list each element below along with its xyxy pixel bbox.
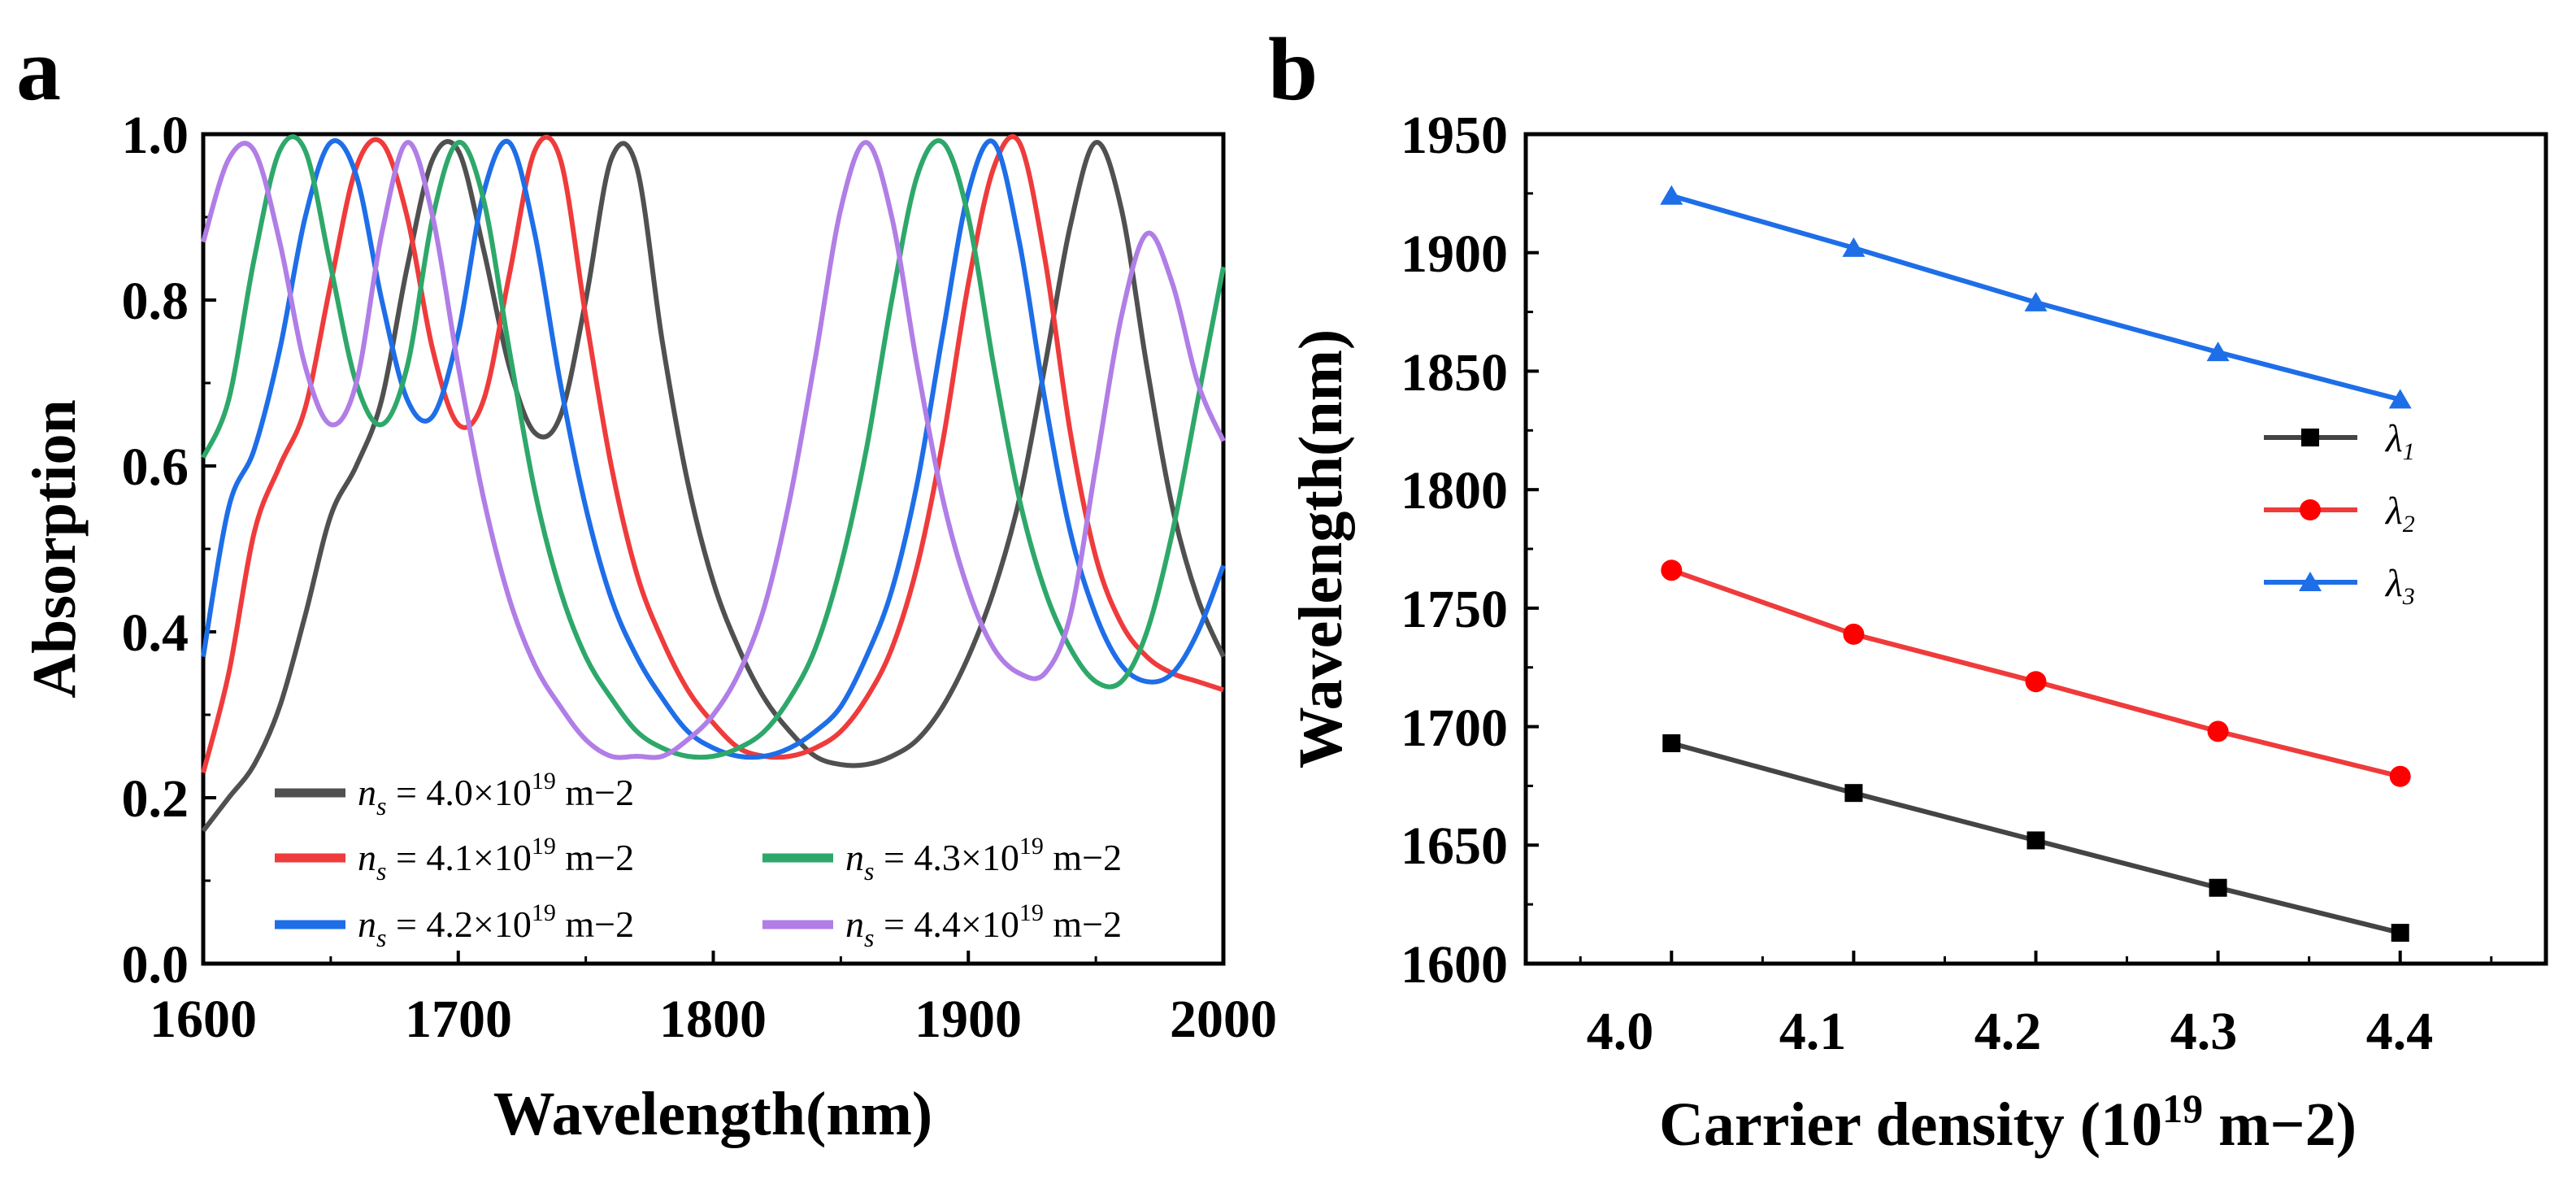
legend-label: λ3 bbox=[2384, 562, 2415, 610]
legend-label: λ2 bbox=[2384, 490, 2415, 538]
legend-label: λ1 bbox=[2384, 417, 2415, 465]
panel-b-xtick-label: 4.3 bbox=[2170, 1002, 2238, 1061]
panel-b-point-lambda2 bbox=[2025, 671, 2047, 693]
panel-b-point-lambda3 bbox=[2388, 389, 2412, 409]
panel-a-y-axis-title: Absorption bbox=[20, 399, 89, 698]
legend-label: ns = 4.2×1019 m−2 bbox=[358, 899, 634, 952]
panel-b-xtick-label: 4.2 bbox=[1974, 1002, 2042, 1061]
legend-label: ns = 4.0×1019 m−2 bbox=[358, 768, 634, 821]
legend-label: ns = 4.3×1019 m−2 bbox=[845, 833, 1122, 886]
panel-b-point-lambda3 bbox=[1842, 237, 1866, 257]
panel-b-xtick-label: 4.0 bbox=[1587, 1002, 1654, 1061]
panel-b-point-lambda2 bbox=[2389, 765, 2411, 787]
panel-a-legend: ns = 4.0×1019 m−2 ns = 4.1×1019 m−2 ns =… bbox=[275, 768, 1122, 952]
legend-entry-lambda3: λ3 bbox=[2264, 562, 2415, 610]
panel-b-ytick-label: 1750 bbox=[1401, 580, 1508, 639]
panel-b-point-lambda3 bbox=[1660, 185, 1683, 205]
panel-b-label: b bbox=[1268, 20, 1318, 119]
panel-a-x-axis-title: Wavelength(nm) bbox=[493, 1080, 932, 1148]
legend-entry-ns-4.3: ns = 4.3×1019 m−2 bbox=[762, 833, 1122, 886]
panel-a-label: a bbox=[16, 20, 61, 119]
panel-b-point-lambda2 bbox=[1661, 559, 1683, 581]
panel-b-ticks bbox=[1526, 133, 2493, 965]
panel-a: a 1600 1700 1800 1900 2000 0.0 0.2 0.4 0… bbox=[16, 20, 1277, 1148]
panel-b-ytick-label: 1650 bbox=[1401, 816, 1508, 876]
panel-b-ytick-label: 1850 bbox=[1401, 343, 1508, 403]
legend-marker-circle bbox=[2300, 499, 2321, 520]
legend-entry-ns-4.0: ns = 4.0×1019 m−2 bbox=[275, 768, 634, 821]
panel-b: b 4.0 4.1 4.2 4.3 4.4 1600 1650 1700 175… bbox=[1268, 20, 2548, 1159]
legend-label: ns = 4.1×1019 m−2 bbox=[358, 833, 634, 886]
legend-entry-ns-4.1: ns = 4.1×1019 m−2 bbox=[275, 833, 634, 886]
legend-entry-lambda2: λ2 bbox=[2264, 490, 2415, 538]
panel-b-point-lambda3 bbox=[2024, 291, 2048, 311]
panel-b-legend: λ1 λ2 λ3 bbox=[2264, 417, 2415, 610]
panel-b-point-lambda1 bbox=[2391, 924, 2409, 942]
panel-b-point-lambda1 bbox=[2026, 831, 2045, 850]
panel-b-ytick-label: 1600 bbox=[1401, 935, 1508, 995]
panel-b-xtick-label: 4.1 bbox=[1779, 1002, 1847, 1061]
panel-a-ytick-label: 0.6 bbox=[122, 437, 189, 497]
panel-a-series-line-1 bbox=[201, 134, 1224, 774]
panel-a-xtick-label: 1900 bbox=[914, 990, 1022, 1049]
panel-b-ytick-label: 1900 bbox=[1401, 224, 1508, 284]
panel-b-point-lambda1 bbox=[1662, 733, 1681, 752]
panel-a-xtick-label: 1600 bbox=[150, 990, 257, 1049]
panel-a-ytick-label: 0.2 bbox=[122, 769, 189, 829]
panel-b-point-lambda3 bbox=[2206, 342, 2230, 362]
panel-a-ytick-label: 0.0 bbox=[122, 935, 189, 995]
panel-a-ytick-label: 0.4 bbox=[122, 603, 189, 663]
panel-b-y-axis-title: Wavelength(nm) bbox=[1287, 329, 1355, 768]
panel-a-series-line-3 bbox=[201, 134, 1226, 760]
panel-b-ytick-label: 1950 bbox=[1401, 106, 1508, 165]
legend-entry-ns-4.2: ns = 4.2×1019 m−2 bbox=[275, 899, 634, 952]
panel-b-xtick-label: 4.4 bbox=[2366, 1002, 2434, 1061]
panel-a-xtick-label: 2000 bbox=[1170, 990, 1277, 1049]
panel-b-x-axis-title: Carrier density (1019 m−2) bbox=[1659, 1086, 2357, 1159]
panel-b-series bbox=[1660, 185, 2412, 942]
panel-a-xtick-label: 1800 bbox=[659, 990, 767, 1049]
legend-entry-ns-4.4: ns = 4.4×1019 m−2 bbox=[762, 899, 1122, 952]
panel-a-series bbox=[201, 134, 1226, 833]
panel-a-series-line-4 bbox=[201, 140, 1226, 760]
panel-a-ticks bbox=[202, 133, 1225, 965]
panel-b-point-lambda1 bbox=[1844, 784, 1863, 803]
panel-b-point-lambda1 bbox=[2209, 878, 2227, 897]
panel-a-series-line-0 bbox=[201, 139, 1226, 833]
panel-a-ytick-label: 1.0 bbox=[122, 106, 189, 165]
panel-b-ytick-label: 1700 bbox=[1401, 699, 1508, 758]
panel-b-point-lambda2 bbox=[1843, 623, 1865, 645]
panel-a-xtick-label: 1700 bbox=[405, 990, 512, 1049]
panel-b-point-lambda2 bbox=[2207, 720, 2229, 742]
legend-marker-square bbox=[2301, 429, 2319, 446]
legend-entry-lambda1: λ1 bbox=[2264, 417, 2415, 465]
panel-b-ytick-label: 1800 bbox=[1401, 461, 1508, 520]
legend-label: ns = 4.4×1019 m−2 bbox=[845, 899, 1122, 952]
legend-marker-triangle bbox=[2299, 572, 2322, 591]
panel-a-ytick-label: 0.8 bbox=[122, 272, 189, 331]
